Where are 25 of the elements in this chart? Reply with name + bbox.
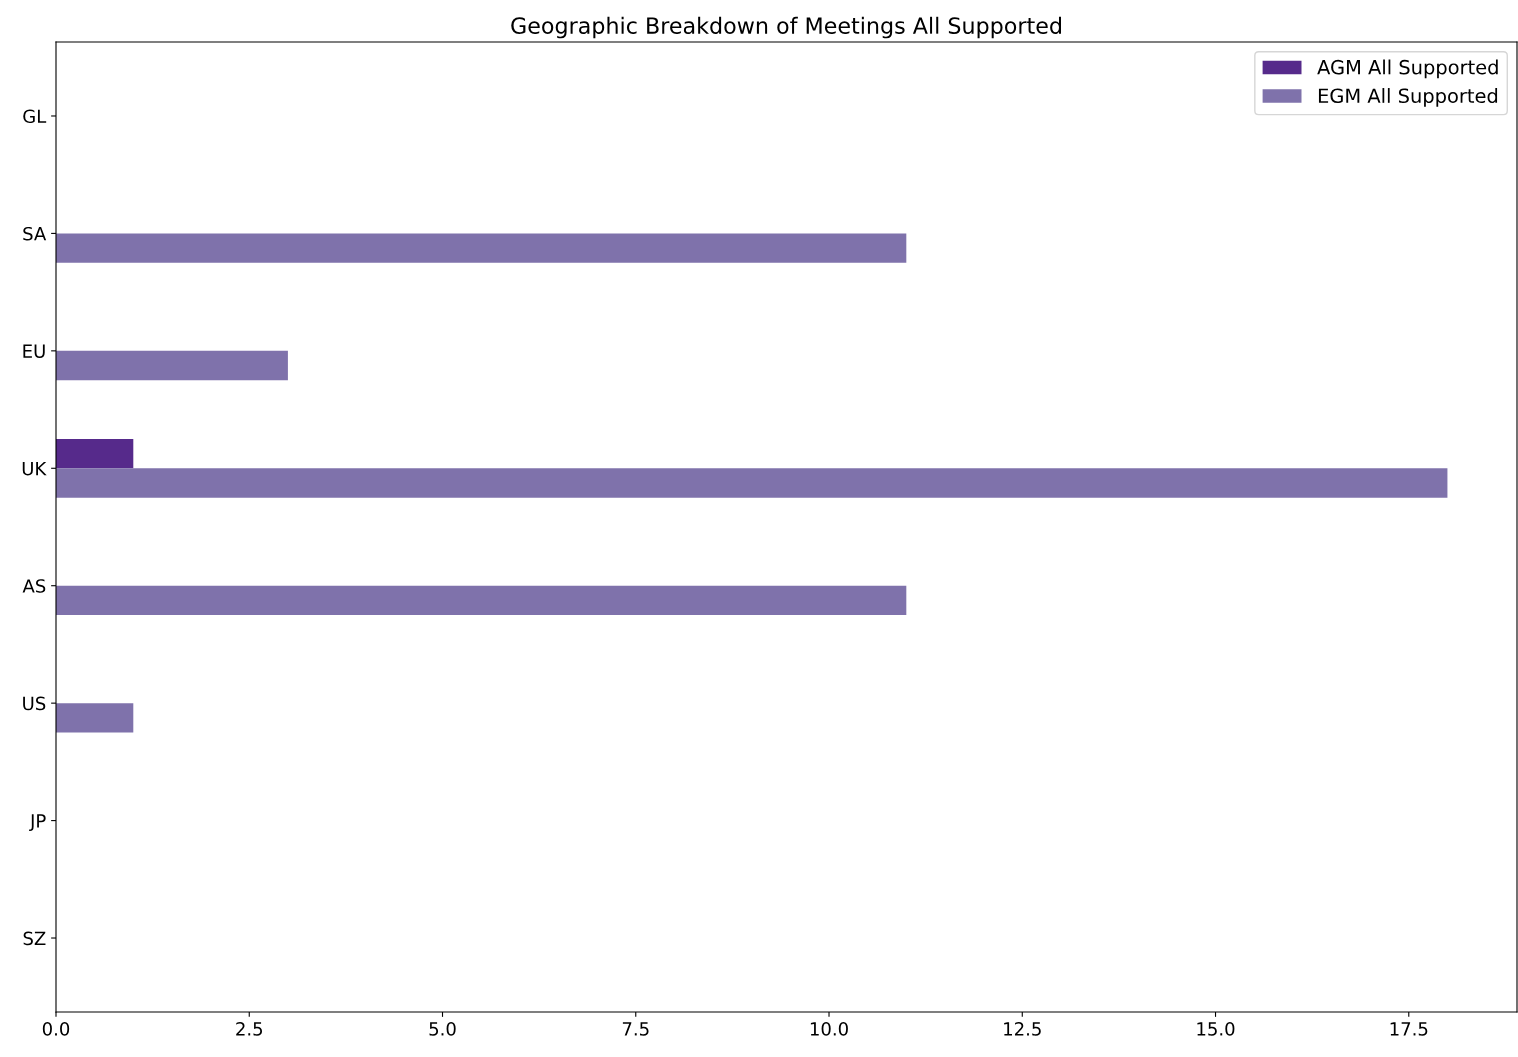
y-tick-label: UK [22, 461, 47, 476]
bar [56, 350, 288, 381]
x-tick-label: 10.0 [810, 1022, 848, 1036]
x-tick-label: 12.5 [1004, 1022, 1041, 1036]
y-tick-label: GL [23, 109, 47, 124]
x-tick-label: 0.0 [42, 1022, 70, 1036]
x-tick-label: 2.5 [236, 1022, 263, 1036]
bar [56, 585, 907, 616]
y-tick-label: JP [29, 814, 46, 832]
x-tick-label: 7.5 [622, 1022, 649, 1036]
y-tick-label: AS [22, 579, 46, 593]
x-tick-label: 15.0 [1197, 1022, 1235, 1036]
legend-label: EGM All Supported [1318, 88, 1498, 107]
y-tick-label: EU [23, 344, 45, 358]
y-tick-label: US [23, 696, 46, 711]
bar [56, 438, 134, 469]
bar [56, 703, 134, 733]
x-tick-label: 5.0 [429, 1022, 456, 1036]
x-tick-label: 17.5 [1390, 1022, 1428, 1036]
y-tick-label: SZ [23, 931, 46, 946]
bar [56, 468, 1448, 498]
legend-label: AGM All Supported [1317, 59, 1498, 79]
y-tick-label: SA [23, 226, 47, 241]
bar [56, 233, 907, 263]
chart-title: Geographic Breakdown of Meetings All Supported [511, 16, 1061, 39]
